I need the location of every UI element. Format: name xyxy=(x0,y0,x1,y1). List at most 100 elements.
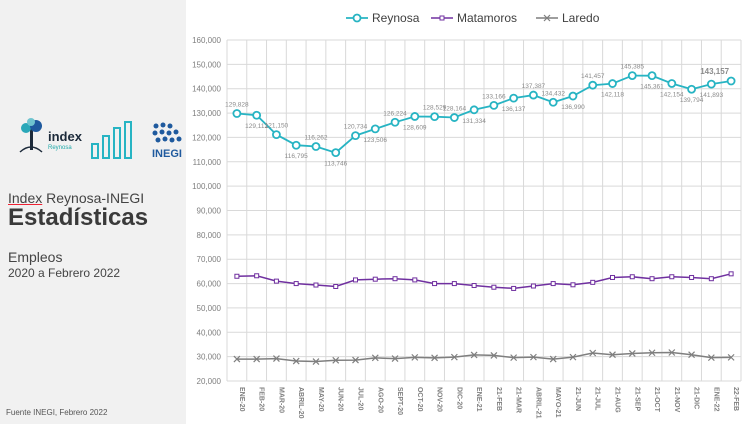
data-point xyxy=(234,273,240,279)
series-layer xyxy=(232,71,736,365)
source-note: Fuente INEGI, Febrero 2022 xyxy=(6,408,108,417)
data-point xyxy=(669,274,675,280)
data-label: 133,166 xyxy=(482,93,506,100)
logo-index-text: index xyxy=(48,129,82,144)
data-point-stroke xyxy=(668,349,676,356)
chart-panel: Reynosa Matamoros Laredo 20,000 30,000 40,00… xyxy=(186,0,750,424)
y-tick-label: 90,000 xyxy=(197,207,222,216)
data-point-stroke xyxy=(233,355,241,363)
data-point xyxy=(609,351,616,359)
x-tick-label: JUN-20 xyxy=(337,387,344,411)
data-point xyxy=(371,354,379,362)
data-point-stroke xyxy=(292,357,300,365)
data-point xyxy=(510,354,518,362)
data-point xyxy=(313,282,319,288)
legend-item-matamoros: Matamoros xyxy=(431,11,517,25)
chart-legend: Reynosa Matamoros Laredo xyxy=(346,11,600,25)
data-point xyxy=(689,274,695,280)
y-tick-label: 160,000 xyxy=(192,36,221,45)
data-point xyxy=(412,277,418,283)
x-tick-label: FEB-20 xyxy=(258,387,265,411)
data-point xyxy=(588,80,598,90)
data-point-stroke xyxy=(707,354,715,362)
data-point xyxy=(272,355,280,363)
data-point xyxy=(648,349,656,357)
data-point xyxy=(351,131,360,141)
data-point xyxy=(727,353,735,361)
data-point xyxy=(333,283,339,289)
logo-index-subtext: Reynosa xyxy=(48,145,72,151)
data-label: 131,334 xyxy=(462,118,486,125)
series-line-laredo xyxy=(236,351,732,363)
data-point xyxy=(450,353,458,361)
data-point-stroke xyxy=(490,352,498,359)
data-label: 123,506 xyxy=(364,137,388,144)
data-label: 121,150 xyxy=(265,123,289,130)
data-point xyxy=(390,117,400,127)
data-label: 116,262 xyxy=(304,135,327,142)
data-point-stroke xyxy=(253,355,261,363)
data-point xyxy=(410,112,420,121)
data-point xyxy=(511,285,517,291)
x-tick-label: 21-OCT xyxy=(653,387,660,413)
series-line-matamoros xyxy=(236,273,732,290)
data-label: 120,734 xyxy=(344,124,368,131)
data-point xyxy=(589,349,597,357)
data-label: 134,432 xyxy=(541,90,565,97)
x-tick-label: ENE-20 xyxy=(238,387,245,412)
data-point-stroke xyxy=(352,356,359,364)
data-point xyxy=(232,109,242,118)
data-point xyxy=(667,79,677,88)
data-point xyxy=(352,356,359,364)
data-point-stroke xyxy=(529,353,537,361)
data-point xyxy=(451,281,457,287)
data-point xyxy=(590,279,596,285)
data-label: 141,893 xyxy=(700,92,724,99)
data-point xyxy=(608,79,617,88)
x-tick-label: AGO-20 xyxy=(376,387,383,413)
x-tick-label: SEPT-20 xyxy=(396,387,403,415)
data-point xyxy=(233,355,241,363)
x-tick-label: 21-NOV xyxy=(673,387,680,413)
data-point xyxy=(647,71,657,81)
x-tick-label: ABRIL-20 xyxy=(297,387,304,419)
data-point xyxy=(431,354,439,362)
data-point xyxy=(489,100,499,110)
y-tick-label: 20,000 xyxy=(197,377,222,386)
header-line: Index Reynosa-INEGI xyxy=(8,190,144,206)
logo-inegi-text: INEGI xyxy=(152,148,182,160)
data-point-stroke xyxy=(431,354,439,362)
data-point xyxy=(509,93,519,103)
data-label: 137,387 xyxy=(522,83,546,90)
data-point-stroke xyxy=(411,353,419,361)
data-point xyxy=(627,71,637,80)
data-label: 139,794 xyxy=(680,97,704,104)
data-point-stroke xyxy=(371,354,379,362)
data-point xyxy=(432,281,438,287)
data-point-stroke xyxy=(569,353,577,361)
y-tick-label: 40,000 xyxy=(197,328,222,337)
data-point-stroke xyxy=(549,355,557,363)
y-tick-label: 130,000 xyxy=(192,109,221,118)
x-tick-label: 21-DIC xyxy=(693,387,700,409)
data-point xyxy=(391,355,399,363)
data-point xyxy=(252,110,262,120)
data-label: 145,385 xyxy=(621,64,645,71)
data-point xyxy=(543,14,551,22)
legend-label: Laredo xyxy=(562,11,600,25)
data-point-stroke xyxy=(543,14,551,22)
left-panel: index Reynosa INEGI Index Reynosa-INEGI … xyxy=(0,0,186,424)
x-tick-label: JUL-20 xyxy=(357,387,364,410)
data-point xyxy=(293,281,299,287)
bar-chart-logo-icon xyxy=(91,121,132,159)
legend-item-laredo: Laredo xyxy=(536,11,600,25)
data-label: 142,154 xyxy=(660,91,684,98)
data-point xyxy=(610,274,615,280)
data-point xyxy=(707,354,715,362)
data-label: 143,157 xyxy=(700,67,729,76)
x-tick-label: 22-FEB xyxy=(732,387,739,411)
index-tree-logo-icon xyxy=(19,118,43,153)
data-point xyxy=(254,273,260,279)
y-tick-label: 30,000 xyxy=(197,353,222,362)
